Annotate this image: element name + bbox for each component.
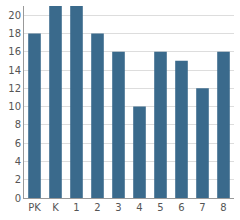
svg-text:20: 20 xyxy=(8,10,21,21)
svg-text:10: 10 xyxy=(8,101,21,112)
svg-text:4: 4 xyxy=(136,202,142,213)
svg-text:8: 8 xyxy=(15,119,21,130)
svg-text:4: 4 xyxy=(15,156,21,167)
svg-text:K: K xyxy=(52,202,59,213)
svg-text:6: 6 xyxy=(15,138,21,149)
svg-text:8: 8 xyxy=(220,202,226,213)
svg-text:14: 14 xyxy=(8,65,21,76)
svg-text:1: 1 xyxy=(73,202,79,213)
svg-text:5: 5 xyxy=(157,202,163,213)
svg-text:7: 7 xyxy=(199,202,205,213)
svg-text:2: 2 xyxy=(94,202,100,213)
svg-text:12: 12 xyxy=(8,83,21,94)
svg-text:3: 3 xyxy=(115,202,121,213)
svg-text:0: 0 xyxy=(15,193,21,204)
svg-text:2: 2 xyxy=(15,174,21,185)
svg-text:6: 6 xyxy=(178,202,184,213)
svg-text:16: 16 xyxy=(8,46,21,57)
svg-text:18: 18 xyxy=(8,28,21,39)
svg-text:PK: PK xyxy=(28,202,41,213)
